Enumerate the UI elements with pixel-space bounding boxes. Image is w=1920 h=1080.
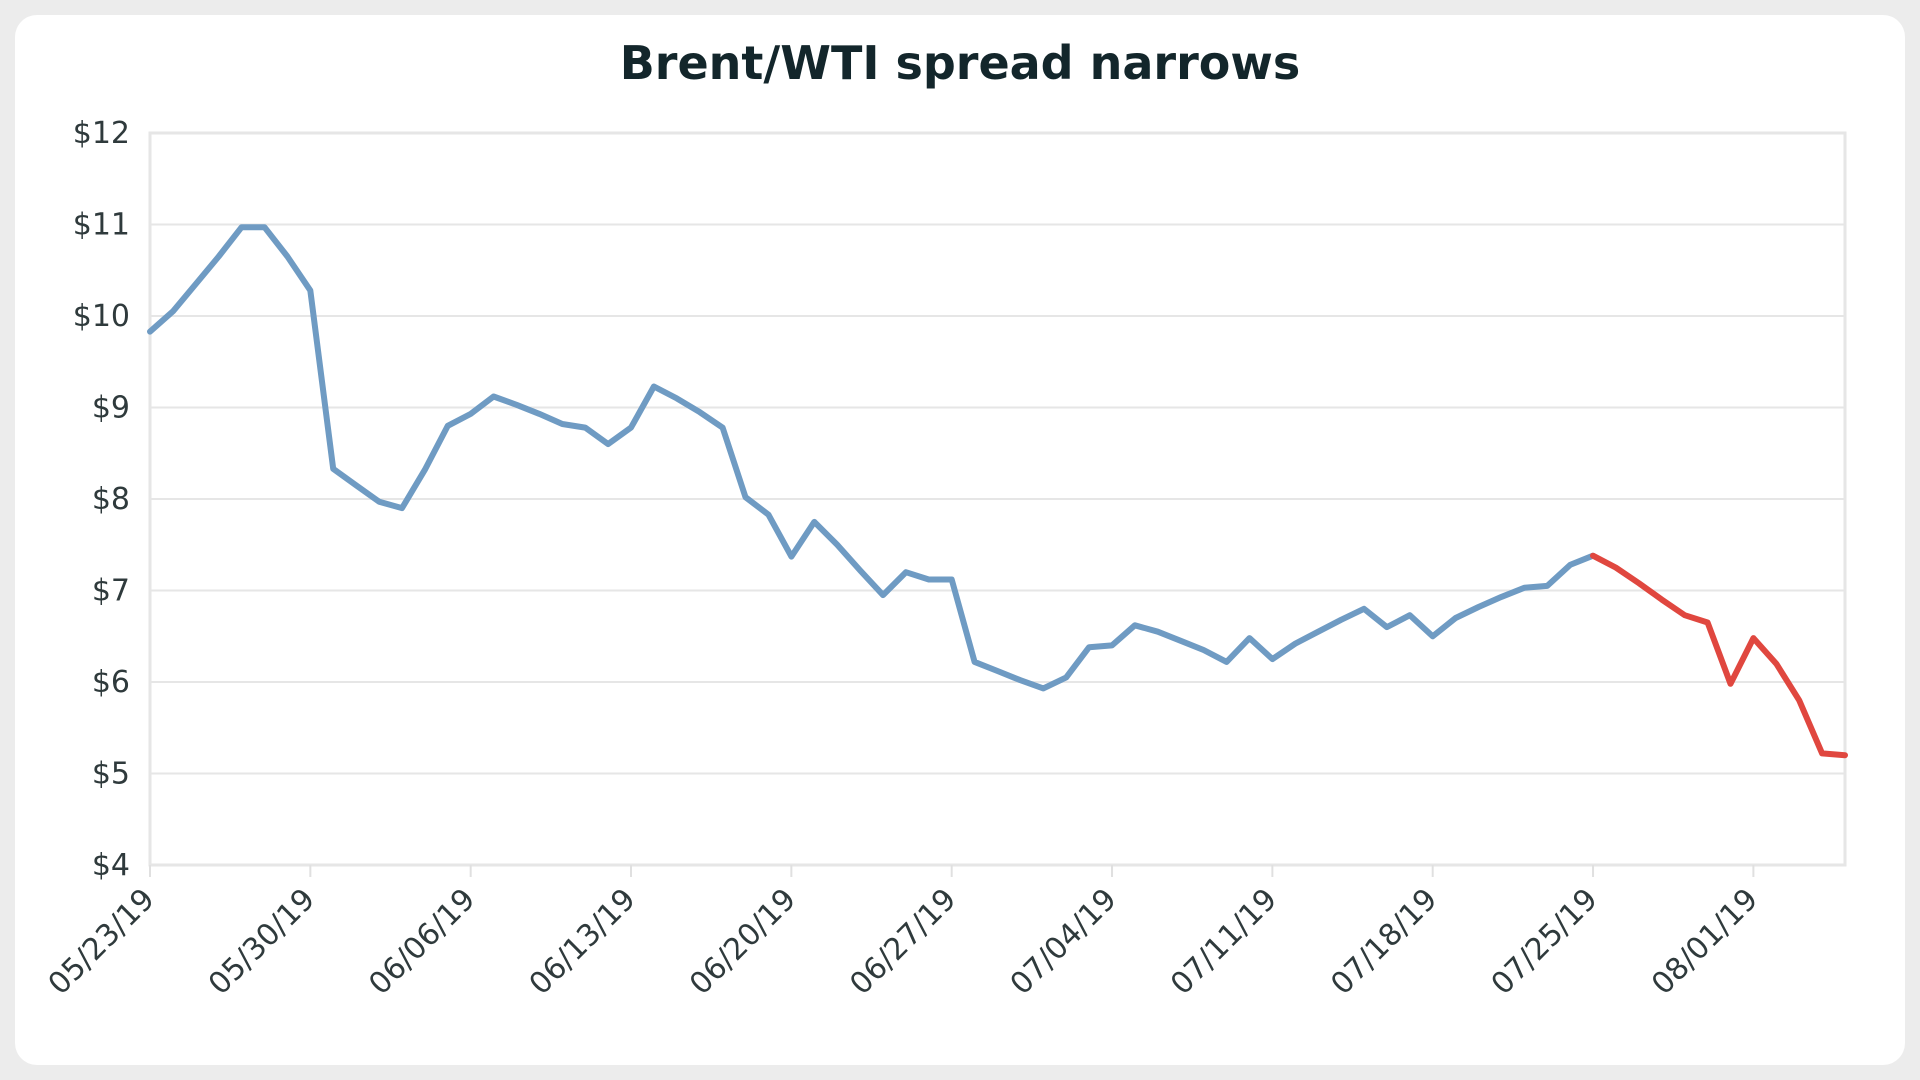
x-tick-label: 07/11/19 xyxy=(1164,882,1284,1002)
y-tick-label: $7 xyxy=(92,574,130,609)
chart-title: Brent/WTI spread narrows xyxy=(620,36,1301,90)
x-tick-label: 05/30/19 xyxy=(202,882,322,1002)
series-line-recent xyxy=(1590,552,1848,759)
y-tick-label: $4 xyxy=(92,848,130,883)
x-tick-label: 07/25/19 xyxy=(1485,882,1605,1002)
x-tick-label: 06/27/19 xyxy=(843,882,963,1002)
y-tick-label: $5 xyxy=(92,757,130,792)
x-tick-label: 06/13/19 xyxy=(523,882,643,1002)
y-tick-label: $10 xyxy=(73,299,130,334)
x-tick-label: 07/18/19 xyxy=(1324,882,1444,1002)
x-tick-label: 05/23/19 xyxy=(42,882,162,1002)
line-chart: Brent/WTI spread narrows $4 $5 $6 $7 $8 $9 $10… xyxy=(42,36,1848,1002)
y-tick-label: $6 xyxy=(92,665,130,700)
series-line-history xyxy=(147,224,1596,692)
chart-card: Brent/WTI spread narrows $4 $5 $6 $7 $8 $9 $10… xyxy=(15,15,1905,1065)
y-tick-label: $9 xyxy=(92,391,130,426)
x-tick-label: 06/20/19 xyxy=(683,882,803,1002)
x-tick-label: 06/06/19 xyxy=(362,882,482,1002)
plot-frame xyxy=(148,131,1847,867)
x-tick-label: 08/01/19 xyxy=(1645,882,1765,1002)
y-tick-label: $8 xyxy=(92,482,130,517)
x-tick-label: 07/04/19 xyxy=(1004,882,1124,1002)
y-tick-label: $12 xyxy=(73,116,130,151)
y-tick-label: $11 xyxy=(73,208,130,243)
